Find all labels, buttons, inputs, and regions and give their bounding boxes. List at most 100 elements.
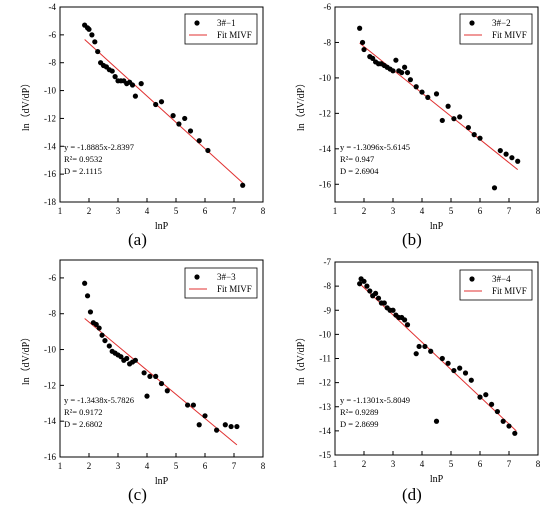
data-point — [185, 402, 191, 408]
x-tick-label: 5 — [174, 461, 179, 471]
legend-label-fit: Fit MIVF — [492, 30, 527, 40]
x-tick-label: 1 — [333, 206, 338, 216]
x-tick-label: 1 — [58, 206, 63, 216]
data-point — [497, 147, 503, 154]
data-point — [102, 337, 108, 344]
legend-label-data: 3#−2 — [492, 18, 511, 28]
data-point — [483, 392, 489, 398]
x-tick-label: 6 — [203, 206, 208, 216]
data-point — [92, 39, 98, 45]
plot-frame — [334, 6, 539, 203]
y-tick-label: -4 — [49, 2, 57, 12]
data-point — [451, 367, 457, 374]
data-point — [373, 290, 379, 296]
data-point — [138, 81, 144, 87]
y-axis-label: ln（dV/dP） — [20, 332, 32, 385]
y-tick-label: -6 — [49, 30, 57, 40]
y-tick-label: -13 — [319, 402, 331, 412]
y-tick-label: -14 — [44, 416, 56, 426]
x-tick-label: 4 — [145, 461, 150, 471]
x-axis-label: lnP — [155, 221, 169, 232]
y-tick-label: -12 — [319, 378, 331, 388]
y-tick-label: -14 — [319, 426, 331, 436]
data-point — [144, 393, 150, 399]
data-point — [468, 377, 474, 383]
y-tick-label: -8 — [49, 309, 57, 319]
data-point — [402, 64, 408, 70]
x-tick-label: 7 — [232, 461, 237, 471]
panel-label-b: (b) — [402, 230, 422, 249]
y-tick-label: -7 — [324, 257, 332, 267]
data-point — [129, 82, 136, 88]
fit-annotation: y = -1.3096x-5.6145 — [340, 142, 410, 152]
data-point — [153, 373, 159, 380]
fit-annotation: D = 2.6802 — [64, 419, 103, 429]
data-point — [471, 132, 477, 138]
legend-label-fit: Fit MIVF — [217, 30, 252, 40]
y-tick-label: -14 — [44, 141, 56, 151]
data-point — [214, 427, 220, 433]
x-tick-label: 1 — [58, 461, 63, 471]
data-point — [445, 103, 451, 109]
x-tick-label: 4 — [145, 206, 150, 216]
x-tick-label: 3 — [391, 459, 396, 469]
fit-annotation: D = 2.6904 — [340, 166, 379, 176]
data-point — [112, 74, 118, 80]
data-point — [99, 332, 105, 338]
x-axis-label: lnP — [155, 476, 169, 487]
plot-frame — [59, 6, 264, 203]
x-tick-label: 6 — [203, 461, 208, 471]
x-tick-label: 5 — [449, 206, 454, 216]
data-point — [489, 401, 495, 407]
data-point — [367, 288, 373, 294]
legend-label-data: 3#−3 — [217, 272, 236, 282]
data-point — [93, 321, 99, 328]
data-point — [404, 322, 411, 328]
y-tick-label: -14 — [319, 144, 331, 154]
x-axis-label: lnP — [430, 474, 444, 485]
x-tick-label: 5 — [449, 459, 454, 469]
data-point — [390, 307, 396, 313]
data-point — [413, 351, 419, 357]
x-tick-label: 7 — [507, 206, 512, 216]
data-point — [407, 77, 413, 83]
data-point — [433, 418, 440, 424]
data-point — [494, 408, 500, 415]
data-point — [422, 343, 428, 350]
chart-panel-4: 1 2 3 4 5 6 7 8 -15 -14 -13 -12 -11 -10 -9 -8 -7 lnP ln（dV… — [295, 257, 541, 485]
legend-marker — [469, 276, 475, 282]
data-point — [462, 370, 469, 376]
y-tick-label: -9 — [324, 305, 332, 315]
x-tick-label: 8 — [261, 206, 266, 216]
fit-line — [359, 283, 517, 432]
y-tick-label: -10 — [319, 73, 331, 83]
data-point — [187, 128, 194, 134]
data-point — [512, 430, 518, 436]
y-tick-label: -6 — [49, 273, 57, 283]
data-point — [361, 46, 367, 53]
x-tick-label: 8 — [536, 206, 541, 216]
x-tick-label: 8 — [261, 461, 266, 471]
panel-label-d: (d) — [402, 485, 422, 504]
data-point — [515, 158, 521, 164]
fit-annotation: R²= 0.9289 — [340, 407, 379, 417]
data-point — [147, 373, 153, 380]
data-point — [176, 121, 182, 127]
fit-annotation: y = -1.1301x-5.8049 — [340, 395, 410, 405]
data-point — [477, 394, 483, 400]
data-point — [439, 355, 445, 362]
data-point — [228, 423, 234, 430]
panel-label-a: (a) — [128, 230, 147, 249]
chart-panel-2: 1 2 3 4 5 6 7 8 -16 -14 -12 -10 -8 -6 lnP ln（dV/dP） 3#−2… — [295, 2, 541, 232]
data-point — [419, 89, 425, 95]
y-axis-label: ln（dV/dP） — [295, 78, 307, 131]
y-tick-label: -12 — [319, 108, 331, 118]
legend-marker — [194, 274, 200, 280]
data-point — [202, 413, 208, 419]
legend-box — [459, 269, 533, 301]
data-point — [416, 343, 422, 350]
plot-frame — [59, 259, 264, 458]
data-point — [205, 147, 211, 154]
x-tick-label: 2 — [362, 206, 367, 216]
